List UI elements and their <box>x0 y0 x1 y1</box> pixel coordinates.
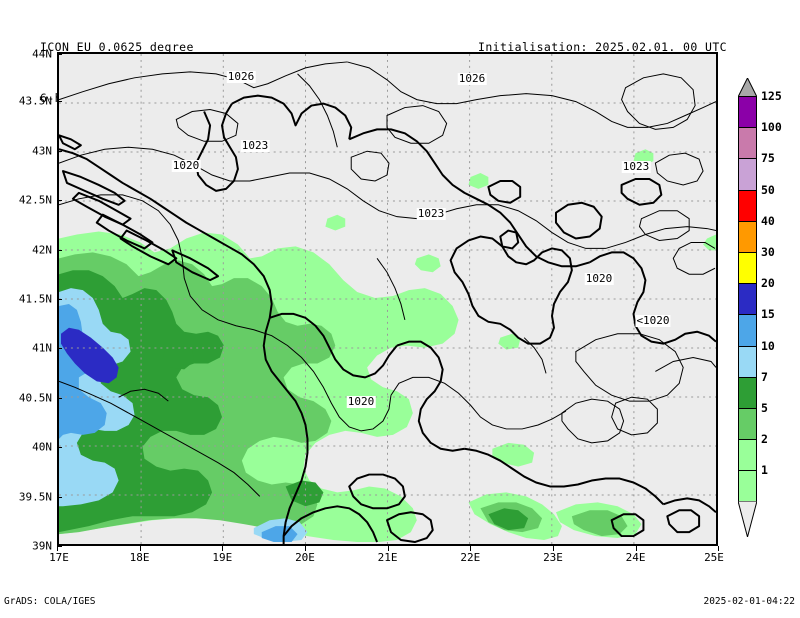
colorbar-band-5-7 <box>738 376 757 408</box>
map-canvas: 1026 1026 1023 1020 1023 1023 1020 <1020… <box>59 54 716 544</box>
ytick-44N: 44N <box>32 47 52 61</box>
colorbar-label-50: 50 <box>761 182 775 197</box>
pressure-label-1023-east: 1023 <box>621 160 651 173</box>
colorbar-label-125: 125 <box>761 89 782 103</box>
colorbar-label-1: 1 <box>761 463 768 478</box>
colorbar-band-10-15 <box>738 314 757 346</box>
pressure-label-1020-east: 1020 <box>584 272 614 285</box>
colorbar-label-15: 15 <box>761 307 775 322</box>
xtick-17E: 17E <box>49 551 69 564</box>
xtickmark-23E <box>553 546 554 551</box>
colorbar-band-75-100 <box>738 127 757 159</box>
pressure-label-1023-centre: 1023 <box>416 207 446 220</box>
colorbar-label-40: 40 <box>761 213 775 228</box>
ytick-39.5N: 39.5N <box>18 490 52 504</box>
ytick-39N: 39N <box>32 539 52 553</box>
ytickmark-41.5N <box>57 299 62 300</box>
colorbar-band-100-125 <box>738 96 757 128</box>
colorbar-label-20: 20 <box>761 276 775 291</box>
xtickmark-24E <box>635 546 637 551</box>
map-svg <box>59 54 716 544</box>
ytickmark-42.5N <box>57 200 62 202</box>
initialisation-time: Initialisation: 2025.02.01. 00 UTC <box>478 40 728 54</box>
ytickmark-39N <box>57 546 62 547</box>
colorbar-band-15-20 <box>738 283 757 315</box>
xtick-20E: 20E <box>295 551 315 564</box>
xtick-21E: 21E <box>377 551 398 564</box>
colorbar-label-30: 30 <box>761 245 775 259</box>
ytickmark-42N <box>57 249 62 251</box>
pressure-label-1020-nw: 1020 <box>171 159 201 172</box>
longitude-axis: 17E 18E 19E 20E 21E 22E 23E 24E 25E <box>0 551 800 567</box>
xtick-18E: 18E <box>129 551 150 564</box>
ytick-42N: 42N <box>32 243 52 257</box>
colorbar-under-cap <box>738 501 757 537</box>
xtickmark-21E <box>387 546 389 551</box>
colorbar-label-10: 10 <box>761 338 775 353</box>
colorbar-label-7: 7 <box>761 369 768 384</box>
pressure-label-1020-south: 1020 <box>346 395 376 408</box>
xtick-24E: 24E <box>625 551 646 564</box>
ytickmark-40.5N <box>57 397 62 399</box>
ytickmark-43.5N <box>57 101 62 103</box>
xtick-23E: 23E <box>543 551 563 564</box>
ytickmark-44N <box>57 54 62 55</box>
colorbar: 125 100 75 50 40 30 20 15 10 7 5 2 1 <box>738 89 782 502</box>
colorbar-band-30-40 <box>738 220 757 252</box>
xtick-25E: 25E <box>704 551 724 564</box>
ytick-40N: 40N <box>32 440 52 454</box>
colorbar-label-5: 5 <box>761 401 768 415</box>
pressure-label-1023-nw: 1023 <box>240 139 270 152</box>
colorbar-band-20-30 <box>738 252 757 284</box>
coastline-layer <box>59 94 716 544</box>
xtickmark-18E <box>139 546 141 551</box>
grads-credit: GrADS: COLA/IGES <box>4 596 96 607</box>
colorbar-over-cap <box>738 78 757 97</box>
isobar-layer <box>59 61 716 444</box>
xtickmark-20E <box>305 546 306 551</box>
model-title: ICON EU 0.0625 degree <box>40 40 194 54</box>
colorbar-band-50-75 <box>738 158 757 190</box>
colorbar-label-100: 100 <box>761 120 782 135</box>
precip-band-15-20 <box>60 327 119 384</box>
colorbar-band-1-2 <box>738 439 757 471</box>
xtickmark-19E <box>222 546 224 551</box>
colorbar-band-40-50 <box>738 189 757 221</box>
latitude-axis: 39N 39.5N 40N 40.5N 41N 41.5N 42N 42.5N … <box>0 48 52 553</box>
ytickmark-39.5N <box>57 496 62 498</box>
ytickmark-40N <box>57 447 62 449</box>
colorbar-label-75: 75 <box>761 151 775 166</box>
ytick-42.5N: 42.5N <box>18 193 52 207</box>
pressure-label-1026-east: 1026 <box>457 72 487 85</box>
ytick-43N: 43N <box>32 144 52 158</box>
colorbar-label-2: 2 <box>761 432 768 447</box>
river-layer <box>59 73 547 497</box>
xtick-19E: 19E <box>212 551 233 564</box>
pressure-label-under-1020: <1020 <box>635 314 671 327</box>
render-timestamp: 2025-02-01-04:22 <box>703 596 795 607</box>
pressure-label-1026-west: 1026 <box>226 70 256 83</box>
xtickmark-25E <box>718 546 719 551</box>
ytick-41N: 41N <box>32 341 52 355</box>
xtick-22E: 22E <box>460 551 481 564</box>
map-plot-area: 1026 1026 1023 1020 1023 1023 1020 <1020… <box>57 52 718 546</box>
ytick-43.5N: 43.5N <box>18 94 52 108</box>
ytick-41.5N: 41.5N <box>18 292 52 306</box>
ytickmark-43N <box>57 150 62 152</box>
colorbar-band-2-5 <box>738 408 757 440</box>
ytick-40.5N: 40.5N <box>18 391 52 405</box>
colorbar-band-lowest <box>738 470 757 502</box>
xtickmark-17E <box>57 546 58 551</box>
xtickmark-22E <box>470 546 472 551</box>
ytickmark-41N <box>57 348 62 350</box>
colorbar-band-7-10 <box>738 345 757 377</box>
